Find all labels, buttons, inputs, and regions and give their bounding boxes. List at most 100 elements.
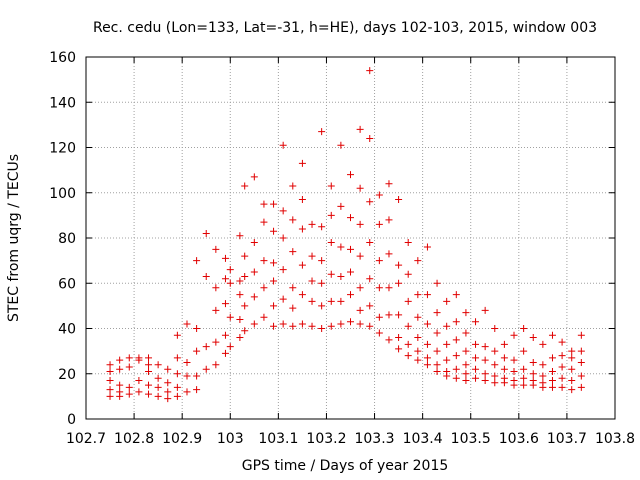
data-point (164, 365, 172, 373)
data-point (241, 302, 249, 310)
data-point (164, 388, 172, 396)
data-point (347, 318, 354, 326)
data-point (548, 354, 556, 362)
y-tick-label: 120 (49, 141, 76, 157)
data-point (491, 379, 499, 387)
data-point (385, 336, 393, 344)
data-point (548, 331, 556, 339)
data-point (491, 361, 499, 369)
data-point (279, 141, 287, 149)
data-point (202, 229, 210, 237)
data-point (539, 361, 547, 369)
data-point (289, 284, 297, 292)
data-point (433, 329, 441, 337)
data-point (318, 223, 326, 231)
data-point (289, 304, 297, 312)
data-point (462, 370, 470, 378)
data-point (202, 272, 210, 280)
data-point (116, 392, 124, 400)
data-point (260, 218, 268, 226)
data-point (433, 309, 441, 317)
x-tick-label: 102.8 (114, 431, 154, 447)
data-point (327, 182, 335, 190)
data-point (116, 356, 124, 364)
y-tick-label: 160 (49, 50, 76, 66)
grid-lines (86, 57, 615, 419)
data-point (298, 196, 306, 204)
data-point (145, 390, 153, 398)
chart-title: Rec. cedu (Lon=133, Lat=-31, h=HE), days… (93, 20, 597, 36)
data-point (260, 284, 268, 292)
data-point (193, 372, 201, 380)
data-point (414, 313, 422, 321)
data-point (414, 356, 422, 364)
data-point (308, 297, 316, 305)
y-tick-label: 100 (49, 186, 76, 202)
data-point (212, 245, 220, 253)
data-point (443, 322, 451, 330)
data-point (472, 365, 480, 373)
data-point (154, 383, 162, 391)
data-point (260, 257, 268, 265)
x-tick-label: 103.2 (306, 431, 346, 447)
data-point (443, 356, 451, 364)
data-point (375, 220, 383, 228)
data-point (125, 354, 133, 362)
x-tick-label: 102.7 (66, 431, 106, 447)
data-point (327, 239, 335, 247)
data-point (318, 128, 326, 136)
x-tick-label: 103.3 (354, 431, 394, 447)
data-point (298, 261, 306, 269)
y-tick-label: 80 (58, 231, 76, 247)
data-point (404, 352, 412, 360)
data-point (510, 331, 518, 339)
data-point (423, 320, 431, 328)
data-point (548, 367, 556, 375)
data-point (289, 248, 297, 256)
data-point (279, 295, 287, 303)
data-point (462, 347, 470, 355)
data-point (356, 320, 364, 328)
data-point (510, 356, 518, 364)
data-point (366, 134, 374, 142)
data-point (577, 331, 585, 339)
data-point (270, 302, 278, 310)
data-point (298, 225, 306, 233)
data-point (221, 300, 229, 308)
data-point (500, 379, 508, 387)
data-point (173, 354, 181, 362)
data-point (481, 377, 489, 385)
data-point (404, 239, 412, 247)
data-point (443, 297, 451, 305)
data-point (423, 361, 431, 369)
data-point (366, 275, 374, 283)
data-point (433, 347, 441, 355)
data-point (414, 257, 422, 265)
data-point (289, 182, 297, 190)
data-point (577, 372, 585, 380)
data-point (472, 318, 480, 326)
data-point (183, 372, 191, 380)
data-point (481, 370, 489, 378)
data-point (145, 361, 153, 369)
data-point (308, 277, 316, 285)
data-point (337, 243, 345, 251)
data-point (193, 347, 201, 355)
data-point (404, 297, 412, 305)
x-tick-label: 102.9 (162, 431, 202, 447)
data-point (226, 279, 234, 287)
data-point (250, 293, 258, 301)
data-point (308, 252, 316, 260)
data-point (568, 386, 576, 394)
data-point (135, 356, 143, 364)
data-point (347, 245, 354, 253)
data-point (125, 363, 133, 371)
data-point (356, 306, 364, 314)
data-point (250, 320, 258, 328)
data-point (385, 250, 393, 258)
data-point (510, 367, 518, 375)
data-point (577, 347, 585, 355)
x-axis-label: GPS time / Days of year 2015 (242, 458, 449, 474)
data-point (558, 363, 566, 371)
data-point (318, 325, 326, 332)
